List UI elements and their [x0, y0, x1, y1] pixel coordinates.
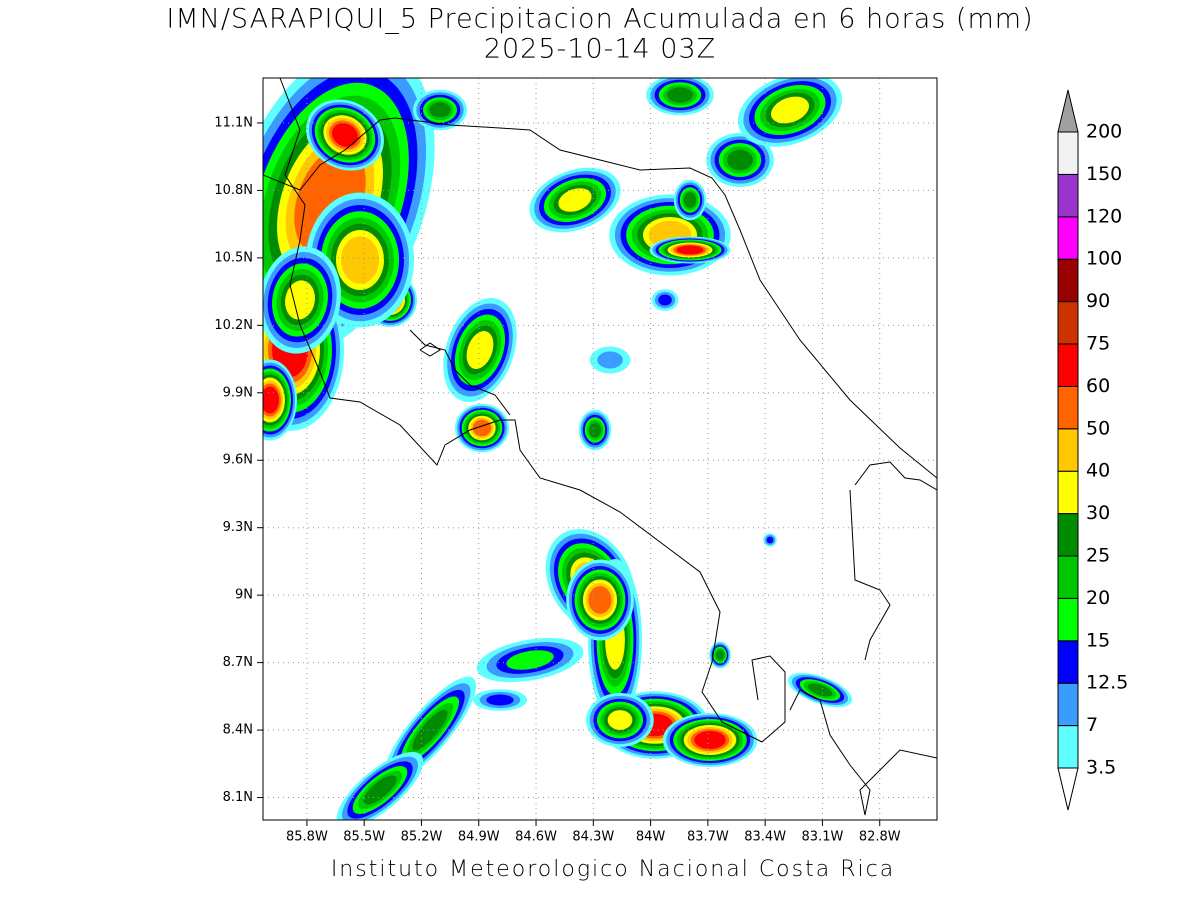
colorbar-label: 40 [1086, 460, 1110, 482]
precip-contour [486, 694, 514, 706]
colorbar-label: 75 [1086, 333, 1110, 355]
colorbar: 3.5 7 12.5 15 20 25 30 40 50 60 75 90 100 120 150 200 [1057, 89, 1128, 811]
precip-contour [341, 236, 379, 284]
precip-contour [429, 102, 451, 118]
colorbar-label: 12.5 [1086, 672, 1128, 694]
lake-island [419, 342, 441, 357]
lat-tick-label: 10.5N [214, 250, 253, 265]
coast-bocas [854, 461, 937, 491]
precip-contour [263, 386, 279, 414]
precip-contour [332, 123, 358, 147]
colorbar-label: 60 [1086, 375, 1110, 397]
colorbar-label: 20 [1086, 587, 1110, 609]
coast-pacific [279, 78, 786, 743]
colorbar-segment [1057, 173, 1079, 218]
colorbar-label: 25 [1086, 545, 1110, 567]
lon-tick-label: 84.9W [458, 830, 500, 845]
colorbar-segment [1057, 216, 1079, 260]
precip-contour [807, 683, 833, 697]
precip-contour [727, 149, 753, 171]
precip-field [263, 78, 853, 820]
lat-tick-label: 10.8N [214, 183, 253, 198]
lat-tick-label: 10.2N [214, 318, 253, 333]
colorbar-segment [1057, 513, 1079, 557]
colorbar-label: 100 [1086, 248, 1122, 270]
colorbar-segment [1057, 682, 1079, 727]
footer: Instituto Meteorologico Nacional Costa R… [331, 857, 895, 882]
colorbar-segment [1057, 725, 1079, 769]
precip-contour [588, 586, 612, 614]
lat-tick-label: 8.1N [223, 790, 253, 805]
colorbar-segment [1057, 470, 1079, 515]
lat-tick-label: 9N [235, 588, 253, 603]
lon-tick-label: 83.7W [687, 830, 729, 845]
precip-contour [412, 709, 448, 751]
colorbar-label: 200 [1086, 121, 1122, 143]
lat-tick-label: 8.4N [223, 723, 253, 738]
coast-peninsula [409, 329, 511, 416]
lat-tick-label: 9.3N [223, 520, 253, 535]
colorbar-label: 90 [1086, 290, 1110, 312]
lon-tick-label: 84.6W [515, 830, 557, 845]
colorbar-label: 15 [1086, 629, 1110, 651]
lat-tick-label: 11.1N [214, 115, 253, 130]
map-frame [262, 77, 938, 821]
coastlines [263, 78, 937, 816]
colorbar-segment [1057, 343, 1079, 387]
colorbar-segment [1057, 131, 1079, 175]
precip-contour [285, 280, 315, 320]
lon-tick-label: 83.4W [744, 830, 786, 845]
colorbar-label: 30 [1086, 502, 1110, 524]
precip-contour [472, 419, 492, 437]
coast-caribbean [394, 117, 937, 479]
border-panama [849, 489, 891, 661]
lat-tick-label: 9.6N [223, 453, 253, 468]
precip-contour [658, 294, 672, 306]
precip-contour [771, 96, 809, 124]
precip-contour [694, 731, 726, 749]
colorbar-segment [1057, 385, 1079, 430]
colorbar-label: 50 [1086, 417, 1110, 439]
lon-tick-label: 82.8W [859, 830, 901, 845]
colorbar-segment [1057, 555, 1079, 599]
precip-contour [676, 245, 704, 255]
colorbar-label: 7 [1086, 714, 1098, 736]
lon-tick-label: 84W [636, 830, 666, 845]
colorbar-under [1057, 767, 1079, 811]
grid: 11.1N 10.8N 10.5N 10.2N 9.9N 9.6N 9.3N 9N 8.7N 8.… [214, 78, 937, 845]
precip-contour [558, 188, 592, 212]
lon-tick-label: 85.8W [286, 830, 328, 845]
precip-contour [683, 192, 697, 208]
lon-tick-label: 84.3W [572, 830, 614, 845]
precip-contour [667, 87, 693, 103]
colorbar-label: 120 [1086, 205, 1122, 227]
colorbar-segment [1057, 640, 1079, 684]
subtitle: 2025-10-14 03Z [484, 34, 716, 65]
precip-contour [466, 331, 494, 369]
colorbar-label: 150 [1086, 163, 1122, 185]
precip-contour [506, 650, 554, 670]
precip-contour [715, 649, 725, 661]
lat-tick-label: 8.7N [223, 655, 253, 670]
colorbar-segment [1057, 428, 1079, 472]
precip-contour [597, 351, 623, 369]
precip-contour [363, 775, 397, 805]
lon-tick-label: 85.5W [343, 830, 385, 845]
colorbar-label: 3.5 [1086, 757, 1116, 779]
title: IMN/SARAPIQUI_5 Precipitacion Acumulada … [166, 4, 1033, 35]
colorbar-segment [1057, 597, 1079, 642]
colorbar-segment [1057, 301, 1079, 345]
colorbar-over [1057, 89, 1079, 133]
precip-contour [607, 710, 633, 730]
colorbar-segment [1057, 258, 1079, 303]
coast-panama [789, 689, 937, 816]
precip-contour [588, 422, 602, 438]
lon-tick-label: 85.2W [401, 830, 443, 845]
lon-tick-label: 83.1W [802, 830, 844, 845]
lat-tick-label: 9.9N [223, 385, 253, 400]
precip-contour [766, 536, 774, 544]
